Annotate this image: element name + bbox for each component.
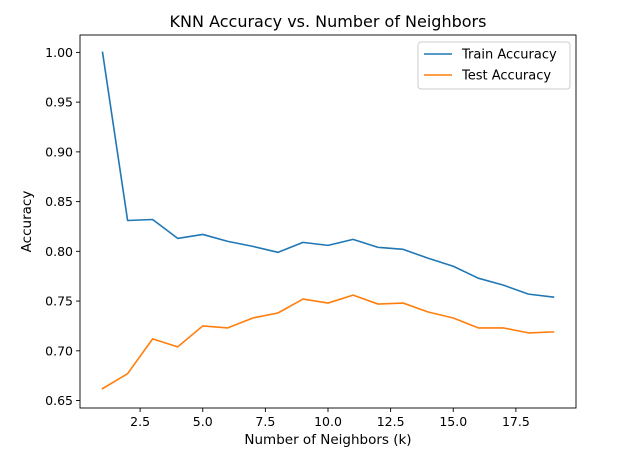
x-tick-label: 7.5 (255, 414, 275, 429)
x-axis-title: Number of Neighbors (k) (244, 432, 411, 448)
y-tick-label: 0.95 (45, 95, 73, 110)
y-tick-label: 0.80 (45, 244, 73, 259)
y-tick-label: 0.65 (45, 393, 73, 408)
y-tick-label: 0.75 (45, 294, 73, 309)
y-axis: 0.65 0.70 0.75 0.80 0.85 0.90 0.95 1.00 (45, 45, 80, 408)
x-tick-label: 17.5 (502, 414, 530, 429)
series-line-0 (101, 51, 555, 298)
plot-frame (79, 34, 577, 409)
x-tick-label: 5.0 (193, 414, 213, 429)
y-tick-label: 0.70 (45, 343, 73, 358)
legend: Train Accuracy Test Accuracy (417, 41, 571, 90)
legend-box (417, 41, 571, 90)
x-axis: 2.5 5.0 7.5 10.0 12.5 15.0 17.5 (130, 408, 530, 429)
y-tick-label: 0.90 (45, 144, 73, 159)
legend-label-1: Test Accuracy (461, 69, 551, 84)
y-axis-title: Accuracy (19, 191, 35, 253)
x-tick-label: 15.0 (439, 414, 467, 429)
x-tick-label: 10.0 (314, 414, 342, 429)
x-tick-label: 2.5 (130, 414, 150, 429)
series-line-1 (101, 294, 555, 390)
chart-title: KNN Accuracy vs. Number of Neighbors (170, 12, 487, 31)
x-tick-label: 12.5 (377, 414, 405, 429)
plot-background (80, 35, 576, 408)
y-tick-label: 0.85 (45, 194, 73, 209)
legend-label-0: Train Accuracy (461, 48, 557, 63)
plot-area (80, 35, 576, 408)
y-tick-label: 1.00 (45, 45, 73, 60)
series-layer (101, 51, 555, 390)
